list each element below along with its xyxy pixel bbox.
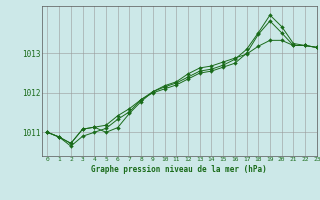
X-axis label: Graphe pression niveau de la mer (hPa): Graphe pression niveau de la mer (hPa)	[91, 165, 267, 174]
